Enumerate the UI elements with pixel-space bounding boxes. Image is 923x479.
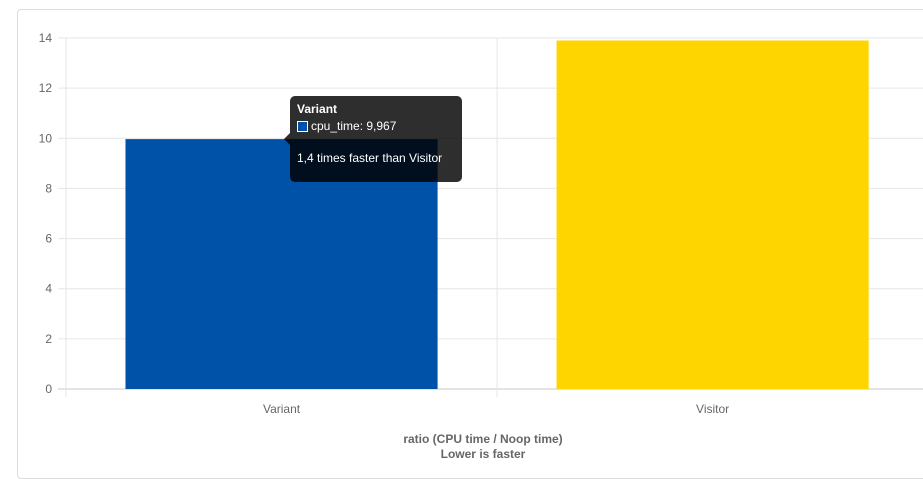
tooltip-caret (284, 133, 290, 145)
bar-visitor[interactable] (556, 40, 869, 389)
x-tick-label: Variant (263, 402, 301, 416)
tooltip-footer: 1,4 times faster than Visitor (297, 151, 443, 165)
tooltip-title: Variant (297, 102, 338, 116)
y-tick-label: 12 (39, 81, 53, 95)
y-tick-label: 14 (39, 31, 53, 45)
x-axis-ticks: Variant Visitor (263, 402, 729, 416)
x-tick-label: Visitor (696, 402, 729, 416)
chart-tooltip: Variant cpu_time: 9,967 1,4 times faster… (284, 96, 462, 182)
y-tick-label: 2 (45, 332, 52, 346)
x-axis-title-line1: ratio (CPU time / Noop time) (403, 432, 562, 446)
y-tick-label: 6 (45, 232, 52, 246)
tooltip-value-row: cpu_time: 9,967 (297, 119, 455, 133)
x-axis-title-line2: Lower is faster (441, 447, 526, 461)
y-tick-label: 0 (45, 382, 52, 396)
y-axis-ticks: 0 2 4 6 8 10 12 14 (39, 31, 53, 396)
y-tick-label: 8 (45, 181, 52, 195)
tooltip-value: cpu_time: 9,967 (311, 119, 397, 133)
tooltip-color-swatch (297, 120, 308, 132)
bar-chart: 0 2 4 6 8 10 12 14 Variant Visitor ratio (CPU ti… (39, 31, 923, 461)
y-tick-label: 4 (45, 282, 52, 296)
y-tick-label: 10 (39, 131, 53, 145)
